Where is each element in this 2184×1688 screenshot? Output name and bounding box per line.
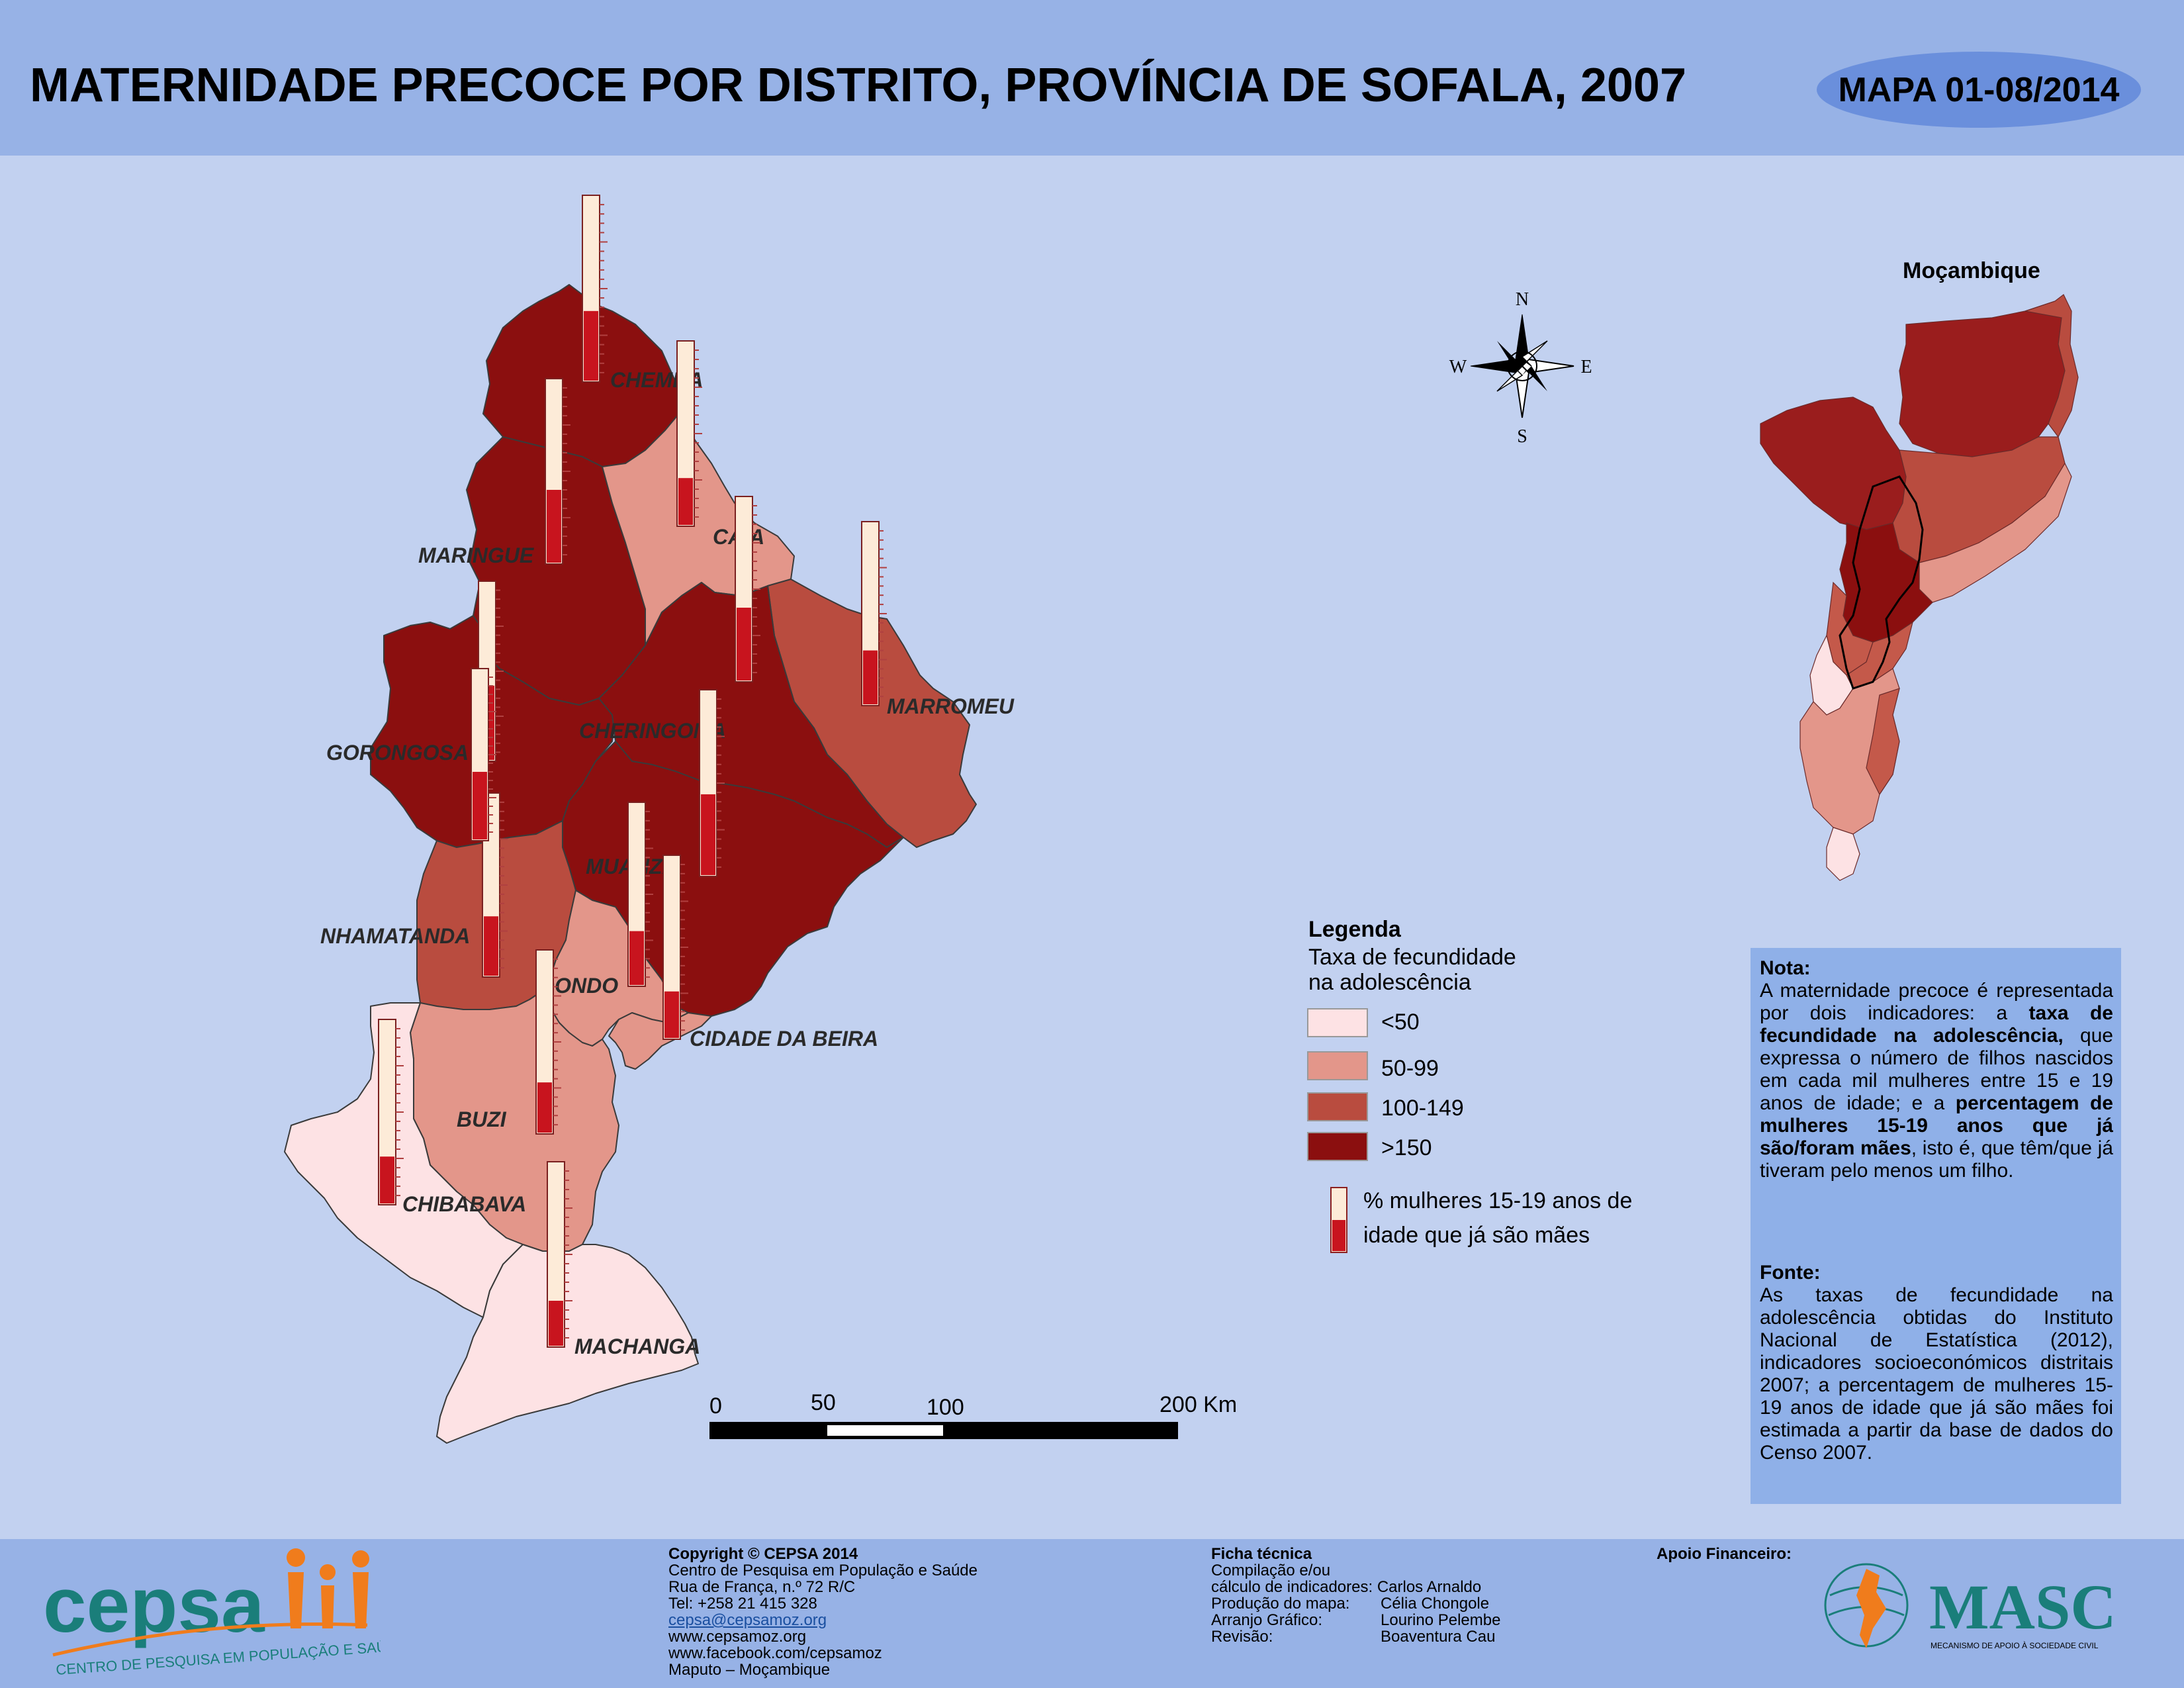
thermometer-muanza bbox=[699, 689, 725, 877]
cepsa-logo: cepsa CENTRO DE PESQUISA EM POPULAÇÃO E … bbox=[43, 1548, 381, 1678]
legend-swatch-50-99 bbox=[1307, 1051, 1368, 1080]
district-label-gorongosa: GORONGOSA bbox=[326, 741, 469, 765]
tech-line3: Produção do mapa: Célia Chongole bbox=[1211, 1595, 1490, 1613]
thermometer-symbols bbox=[378, 195, 887, 1348]
thermometer-cidade-da-beira bbox=[662, 855, 688, 1040]
tech-line2: cálculo de indicadores: Carlos Arnaldo bbox=[1211, 1578, 1482, 1596]
copyright: Copyright © CEPSA 2014 bbox=[668, 1545, 858, 1563]
thermometer-chibabava bbox=[378, 1019, 404, 1205]
scale-bar: 0 50 100 200 Km bbox=[709, 1390, 1237, 1439]
thermometer-marromeu bbox=[861, 521, 887, 706]
district-label-cidade-da-beira: CIDADE DA BEIRA bbox=[690, 1027, 878, 1051]
legend-swatch-gt150 bbox=[1307, 1132, 1368, 1161]
inset-title: Moçambique bbox=[1903, 258, 2040, 283]
masc-logo-subtitle: MECANISMO DE APOIO À SOCIEDADE CIVIL bbox=[1931, 1640, 2099, 1650]
district-label-buzi: BUZI bbox=[457, 1107, 507, 1131]
legend-label-50-99: 50-99 bbox=[1381, 1056, 1439, 1081]
tech-title: Ficha técnica bbox=[1211, 1545, 1312, 1563]
legend-swatch-lt50 bbox=[1307, 1008, 1368, 1037]
legend-label-100-149: 100-149 bbox=[1381, 1096, 1464, 1121]
source-title: Fonte: bbox=[1760, 1262, 1821, 1284]
scale-0: 0 bbox=[709, 1393, 722, 1419]
scale-100: 100 bbox=[927, 1395, 964, 1420]
scale-50: 50 bbox=[811, 1390, 836, 1415]
tech-line4: Arranjo Gráfico: Lourino Pelembe bbox=[1211, 1611, 1501, 1629]
funding-label: Apoio Financeiro: bbox=[1657, 1545, 1792, 1563]
mozambique-inset-map bbox=[1760, 294, 2079, 881]
district-label-machanga: MACHANGA bbox=[574, 1335, 700, 1358]
compass-e: E bbox=[1580, 357, 1592, 377]
legend-thermometer-icon bbox=[1330, 1187, 1347, 1253]
email-link[interactable]: cepsa@cepsamoz.org bbox=[668, 1611, 827, 1629]
city: Maputo – Moçambique bbox=[668, 1661, 831, 1679]
org-name: Centro de Pesquisa em População e Saúde bbox=[668, 1562, 978, 1579]
map-id-badge: MAPA 01-08/2014 bbox=[1817, 52, 2141, 128]
compass-s: S bbox=[1517, 426, 1527, 447]
map-title: MATERNIDADE PRECOCE POR DISTRITO, PROVÍN… bbox=[30, 59, 1687, 112]
thermometer-buzi bbox=[535, 949, 561, 1135]
telephone: Tel: +258 21 415 328 bbox=[668, 1595, 817, 1613]
technical-sheet: Ficha técnica Compilação e/ou cálculo de… bbox=[1211, 1546, 1500, 1645]
scale-200: 200 Km bbox=[1160, 1392, 1237, 1417]
thermometer-dondo bbox=[627, 802, 653, 987]
district-label-maringue: MARINGUE bbox=[418, 543, 535, 567]
thermometer-caia bbox=[676, 340, 702, 527]
district-label-marromeu: MARROMEU bbox=[887, 694, 1015, 718]
thermometer-machanga bbox=[547, 1161, 572, 1348]
thermometer-extra bbox=[471, 668, 496, 841]
compass-w: W bbox=[1449, 357, 1467, 377]
district-label-chibabava: CHIBABAVA bbox=[402, 1192, 526, 1216]
legend-label-lt50: <50 bbox=[1381, 1009, 1420, 1035]
address: Rua de França, n.º 72 R/C bbox=[668, 1578, 856, 1596]
legend-title: Legenda bbox=[1308, 917, 1401, 942]
website: www.cepsamoz.org bbox=[668, 1628, 807, 1646]
masc-logo-text: MASC bbox=[1929, 1571, 2116, 1642]
legend-subtitle-line1: Taxa de fecundidade bbox=[1308, 945, 1516, 970]
sofala-map: CHEMBAMARINGUECAIAMARROMEUGORONGOSACHERI… bbox=[284, 195, 2079, 1444]
facebook: www.facebook.com/cepsamoz bbox=[668, 1644, 882, 1662]
masc-logo: MASC MECANISMO DE APOIO À SOCIEDADE CIVI… bbox=[1824, 1563, 2116, 1650]
tech-line1: Compilação e/ou bbox=[1211, 1562, 1331, 1579]
thermometer-cheringoma bbox=[735, 496, 760, 682]
thermometer-maringue bbox=[545, 378, 570, 565]
note-panel: Nota: A maternidade precoce é representa… bbox=[1751, 948, 2121, 1504]
compass-n: N bbox=[1516, 289, 1529, 310]
legend-label-gt150: >150 bbox=[1381, 1135, 1432, 1160]
district-cidade-da-beira bbox=[608, 1012, 712, 1070]
tech-line5: Revisão: Boaventura Cau bbox=[1211, 1628, 1496, 1646]
district-machanga bbox=[436, 1244, 699, 1444]
header-bar: MATERNIDADE PRECOCE POR DISTRITO, PROVÍN… bbox=[0, 0, 2184, 156]
map-id-text: MAPA 01-08/2014 bbox=[1838, 71, 2120, 109]
legend-subtitle-line2: na adolescência bbox=[1308, 970, 1471, 995]
thermometer-chemba bbox=[582, 195, 608, 383]
legend-thermo-label-line2: idade que já são mães bbox=[1363, 1223, 1590, 1248]
footer-bar: cepsa CENTRO DE PESQUISA EM POPULAÇÃO E … bbox=[0, 1539, 2184, 1688]
source-body: As taxas de fecundidade na adolescência … bbox=[1760, 1284, 2113, 1464]
note-title: Nota: bbox=[1760, 957, 1811, 979]
legend: Legenda Taxa de fecundidade na adolescên… bbox=[1307, 917, 1731, 1261]
district-label-nhamatanda: NHAMATANDA bbox=[320, 924, 470, 948]
contact-block: Copyright © CEPSA 2014 Centro de Pesquis… bbox=[668, 1546, 978, 1678]
compass-rose: N S E W bbox=[1449, 289, 1592, 447]
district-chibabava bbox=[284, 1002, 523, 1318]
legend-swatch-100-149 bbox=[1307, 1092, 1368, 1121]
legend-thermo-label-line1: % mulheres 15-19 anos de bbox=[1363, 1188, 1633, 1213]
note-body: A maternidade precoce é representada por… bbox=[1760, 980, 2113, 1182]
